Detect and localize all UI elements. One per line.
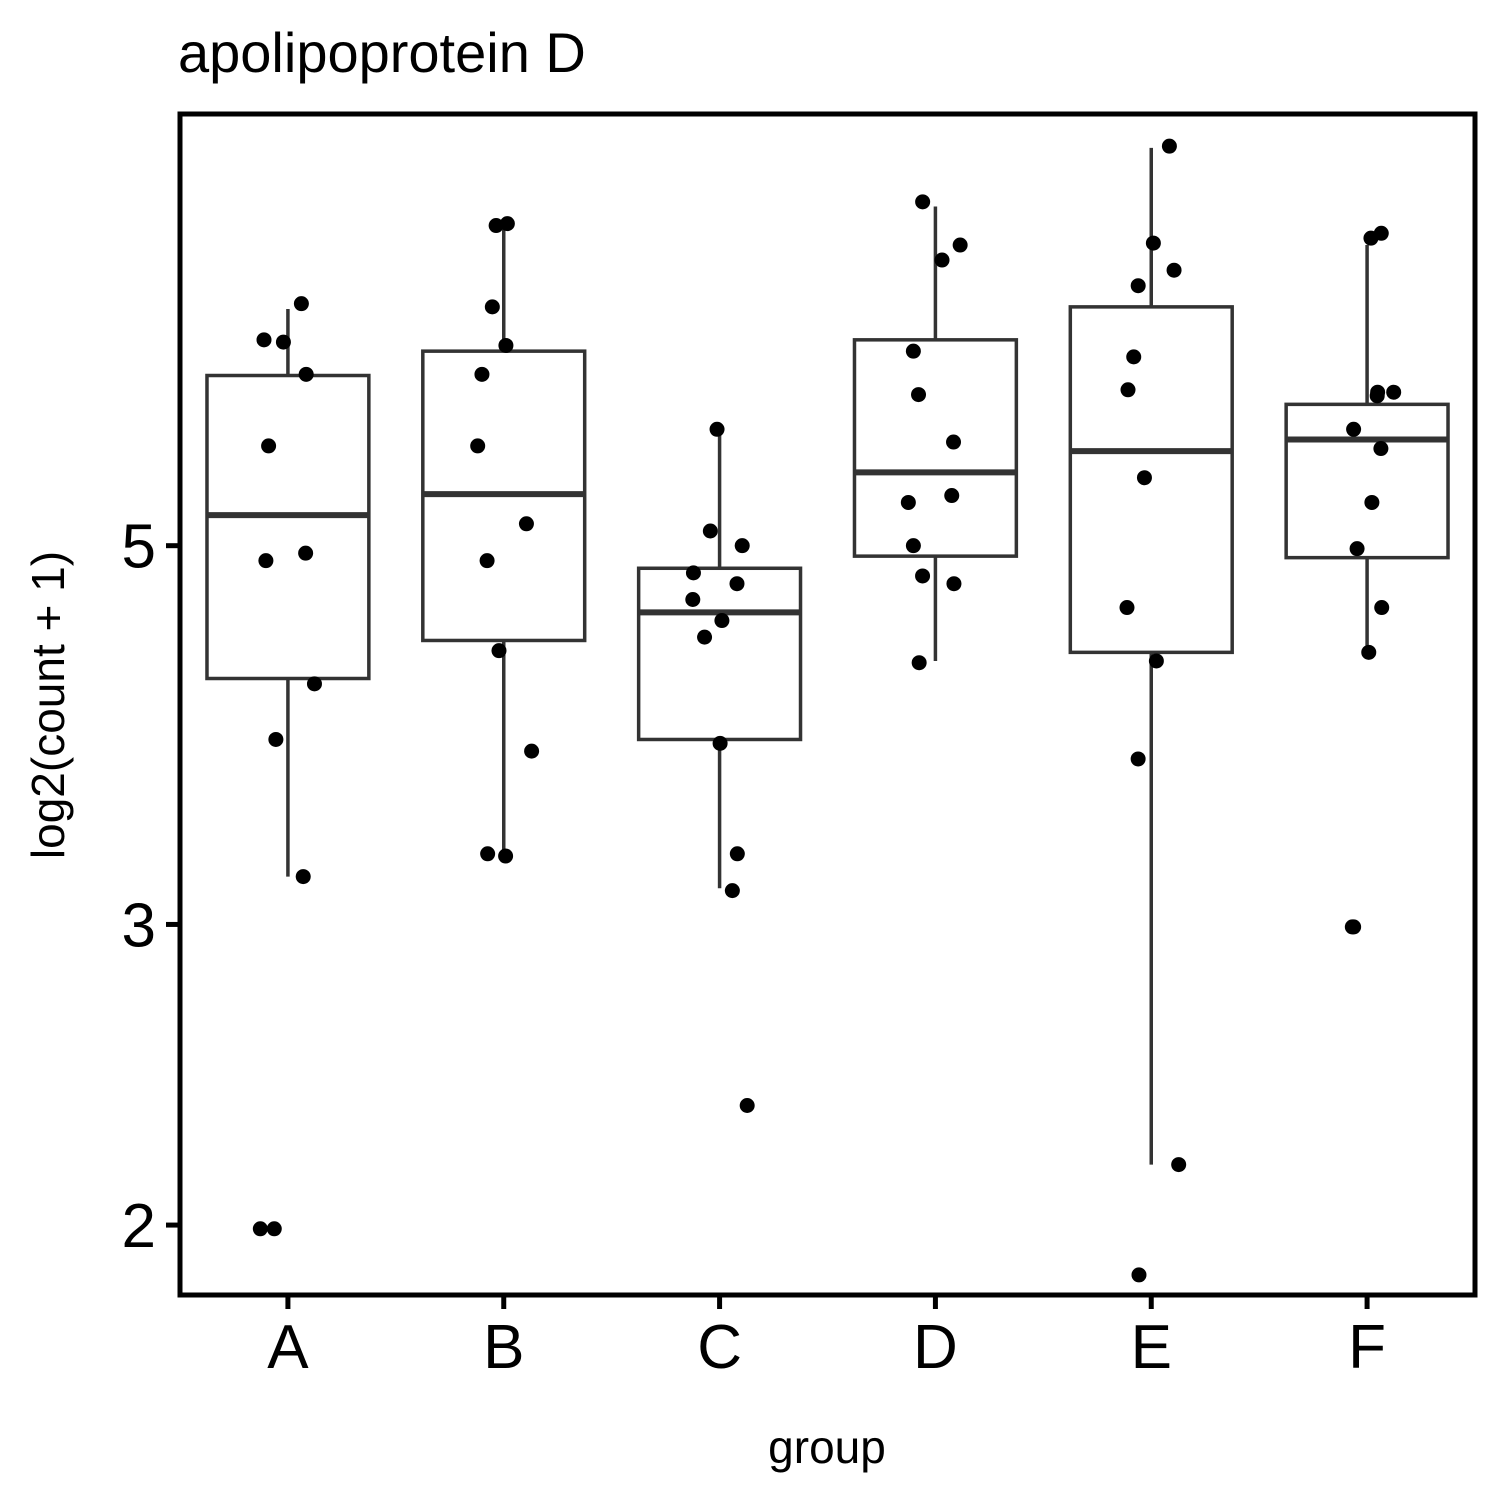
data-point xyxy=(915,194,931,210)
data-point xyxy=(739,1098,755,1114)
box-e xyxy=(1068,147,1234,1165)
data-point xyxy=(1148,653,1164,669)
data-point xyxy=(1136,470,1152,486)
x-tick-label: F xyxy=(1348,1313,1386,1382)
box-a xyxy=(205,309,371,877)
data-point xyxy=(724,883,740,899)
data-point xyxy=(946,576,962,592)
data-point xyxy=(1344,919,1360,935)
data-point xyxy=(518,516,534,532)
data-point xyxy=(258,553,274,569)
data-point xyxy=(498,848,514,864)
data-point xyxy=(524,743,540,759)
data-point xyxy=(729,576,745,592)
x-tick-label: C xyxy=(697,1313,742,1382)
data-point xyxy=(915,568,931,584)
data-point xyxy=(1361,644,1377,660)
data-point xyxy=(714,613,730,629)
data-point xyxy=(1131,1267,1147,1283)
data-point xyxy=(275,334,291,350)
data-point xyxy=(685,565,701,581)
data-point xyxy=(905,538,921,554)
data-point xyxy=(498,337,514,353)
box-iqr xyxy=(636,566,803,742)
plot-panel xyxy=(177,111,1478,1298)
data-point xyxy=(266,1221,282,1237)
x-tick-label: B xyxy=(483,1313,524,1382)
data-point xyxy=(952,237,968,253)
data-point xyxy=(734,538,750,554)
data-point xyxy=(298,366,314,382)
data-point xyxy=(712,735,728,751)
data-point xyxy=(946,434,962,450)
data-point xyxy=(1130,278,1146,294)
box-iqr xyxy=(205,373,371,681)
data-point xyxy=(709,421,725,437)
x-tick-label: D xyxy=(913,1313,958,1382)
box-iqr xyxy=(1284,402,1450,560)
data-point xyxy=(697,629,713,645)
data-point xyxy=(1364,494,1380,510)
data-point xyxy=(499,216,515,232)
data-point xyxy=(256,332,272,348)
data-point xyxy=(702,523,718,539)
data-point xyxy=(470,438,486,454)
data-point xyxy=(1386,384,1402,400)
y-tick-label: 2 xyxy=(122,1192,156,1261)
box-c xyxy=(636,433,803,889)
x-tick-label: A xyxy=(267,1313,309,1382)
boxes-layer xyxy=(205,147,1450,1165)
data-point xyxy=(1373,441,1389,457)
data-point xyxy=(911,655,927,671)
data-point xyxy=(484,299,500,315)
data-point xyxy=(268,731,284,747)
data-point xyxy=(1161,138,1177,154)
data-point xyxy=(944,488,960,504)
data-point xyxy=(261,438,277,454)
data-point xyxy=(479,553,495,569)
data-point xyxy=(1374,600,1390,616)
data-point xyxy=(1130,751,1146,767)
data-point xyxy=(1346,421,1362,437)
data-point xyxy=(480,846,496,862)
data-point xyxy=(488,218,504,234)
data-point xyxy=(900,494,916,510)
y-axis-label: log2(count + 1) xyxy=(22,551,74,859)
data-point xyxy=(934,252,950,268)
data-point xyxy=(1145,235,1161,251)
data-point xyxy=(1349,541,1365,557)
y-tick-label: 3 xyxy=(122,891,156,960)
data-point xyxy=(1363,230,1379,246)
data-point xyxy=(298,545,314,561)
data-point xyxy=(1369,388,1385,404)
box-d xyxy=(852,206,1019,661)
x-axis-label: group xyxy=(768,1421,886,1473)
data-point xyxy=(252,1221,268,1237)
data-point xyxy=(1126,349,1142,365)
data-point xyxy=(729,846,745,862)
y-axis: 2 3 5 xyxy=(122,513,178,1261)
box-iqr xyxy=(852,338,1019,558)
data-point xyxy=(905,343,921,359)
data-point xyxy=(1119,600,1135,616)
data-point xyxy=(1171,1157,1187,1173)
box-f xyxy=(1284,245,1450,646)
chart-title: apolipoprotein D xyxy=(178,21,586,84)
x-axis: A B C D E F xyxy=(267,1297,1386,1382)
data-point xyxy=(293,296,309,312)
data-point xyxy=(491,643,507,659)
data-point xyxy=(474,366,490,382)
data-point xyxy=(911,387,927,403)
data-point xyxy=(295,869,311,885)
y-tick-label: 5 xyxy=(122,513,156,582)
points-layer xyxy=(252,138,1402,1283)
x-tick-label: E xyxy=(1131,1313,1172,1382)
box-b xyxy=(421,225,587,854)
data-point xyxy=(685,591,701,607)
data-point xyxy=(1166,262,1182,278)
data-point xyxy=(1120,382,1136,398)
data-point xyxy=(306,676,322,692)
